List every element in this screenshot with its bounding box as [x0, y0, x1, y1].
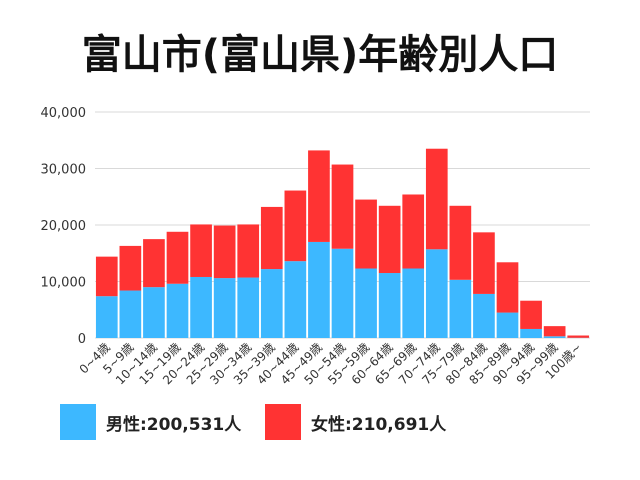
bar-male: [543, 336, 566, 338]
bar-female: [119, 245, 142, 291]
bar-male: [166, 283, 189, 338]
bar-female: [449, 205, 472, 280]
bars: [95, 148, 590, 338]
legend-label-female: 女性:210,691人: [311, 414, 447, 435]
bar-male: [190, 276, 212, 338]
legend-female: 女性:210,691人: [265, 402, 446, 442]
y-tick-label: 20,000: [41, 219, 87, 234]
legend-label-male: 男性:200,531人: [106, 414, 242, 435]
bar-male: [402, 268, 425, 338]
bar-female: [378, 205, 401, 274]
bar-male: [496, 312, 519, 338]
bar-female: [166, 231, 189, 284]
bar-female: [284, 190, 307, 262]
legend-male: 男性:200,531人: [60, 402, 241, 442]
y-tick-label: 10,000: [41, 276, 87, 291]
bar-male: [355, 268, 377, 338]
bar-male: [473, 293, 495, 338]
bar-female: [237, 224, 260, 278]
y-tick-label: 30,000: [41, 163, 87, 178]
bar-female: [543, 326, 566, 337]
chart-title: 富山市(富山県)年齢別人口: [81, 32, 559, 78]
bar-female: [496, 262, 519, 313]
bar-male: [449, 279, 472, 338]
bar-female: [473, 232, 495, 294]
bar-female: [425, 148, 448, 250]
bar-male: [425, 249, 448, 338]
bar-female: [308, 150, 330, 242]
bar-female: [520, 300, 542, 329]
bar-male: [260, 269, 283, 338]
bar-female: [143, 239, 165, 288]
bar-male: [308, 241, 330, 338]
legend-swatch-female: [265, 404, 301, 440]
legend-swatch-male: [60, 404, 96, 440]
bar-female: [402, 194, 425, 269]
bar-male: [378, 273, 401, 338]
y-tick-label: 0: [78, 332, 86, 347]
bar-female: [260, 206, 283, 270]
bar-male: [331, 248, 354, 338]
bar-female: [331, 164, 354, 249]
x-axis-ticks: 0~4歳5~9歳10~14歳15~19歳20~24歳25~29歳30~34歳35…: [77, 340, 585, 387]
bar-female: [95, 256, 118, 297]
bar-male: [95, 296, 118, 338]
bar-male: [284, 261, 307, 338]
bar-female: [190, 224, 212, 277]
bar-male: [119, 290, 142, 338]
bar-female: [355, 199, 377, 269]
bar-male: [237, 277, 260, 338]
y-tick-label: 40,000: [41, 106, 87, 121]
bar-female: [567, 335, 590, 338]
bar-male: [520, 328, 542, 338]
bar-male: [143, 287, 165, 338]
bar-male: [213, 278, 236, 338]
y-axis-ticks: 0 10,000 20,000 30,000 40,000: [41, 106, 87, 347]
bar-female: [213, 225, 236, 279]
